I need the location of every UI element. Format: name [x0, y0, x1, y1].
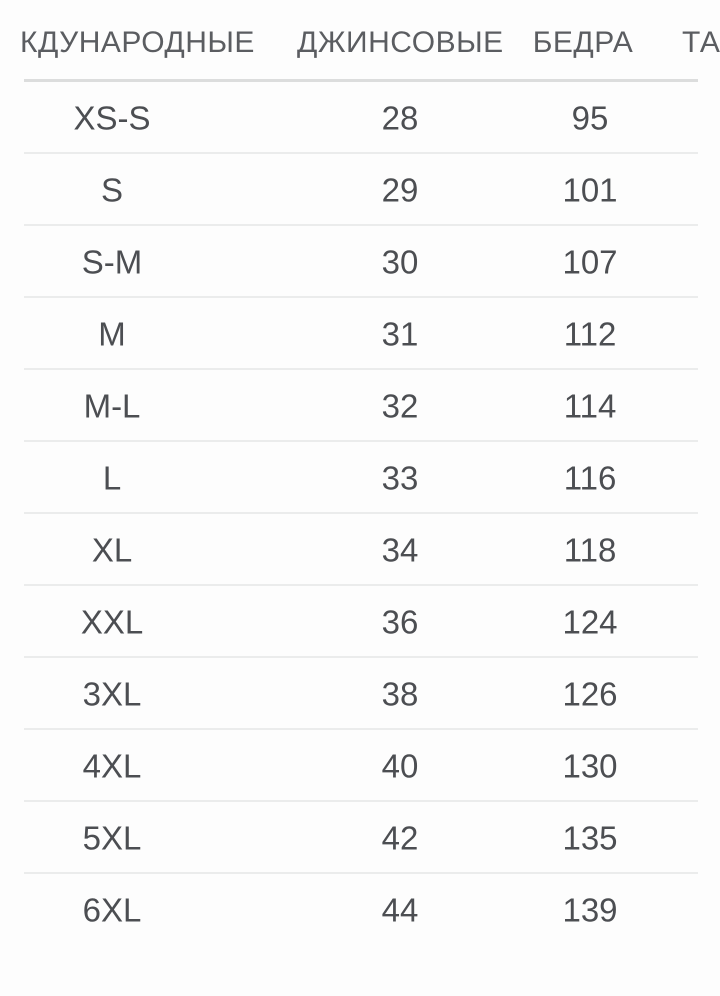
cell-size: M-L: [83, 387, 141, 425]
cell-jeans: 32: [381, 387, 419, 425]
cell-hips: 118: [563, 531, 617, 569]
cell-hips: 112: [563, 315, 617, 353]
cell-size: 5XL: [82, 819, 142, 857]
cell-size: XS-S: [73, 99, 151, 137]
cell-size: 3XL: [82, 675, 142, 713]
cell-size: M: [98, 315, 126, 353]
cell-hips: 114: [563, 387, 617, 425]
cell-hips: 135: [562, 819, 618, 857]
table-row: 4XL 40 130: [0, 730, 720, 802]
table-row: M-L 32 114: [0, 370, 720, 442]
cell-size: 4XL: [82, 747, 142, 785]
cell-hips: 101: [562, 171, 618, 209]
cell-size: XXL: [80, 603, 144, 641]
cell-jeans: 44: [381, 891, 419, 929]
table-row: S-M 30 107: [0, 226, 720, 298]
table-row: XXL 36 124: [0, 586, 720, 658]
cell-hips: 139: [562, 891, 618, 929]
cell-hips: 126: [562, 675, 618, 713]
cell-jeans: 30: [381, 243, 419, 281]
cell-hips: 130: [562, 747, 618, 785]
cell-size: XL: [91, 531, 133, 569]
table-row: 3XL 38 126: [0, 658, 720, 730]
cell-size: S: [100, 171, 123, 209]
cell-jeans: 28: [381, 99, 419, 137]
cell-hips: 95: [571, 99, 609, 137]
table-row: M 31 112: [0, 298, 720, 370]
cell-hips: 124: [562, 603, 618, 641]
cell-size: S-M: [81, 243, 143, 281]
cell-size: L: [102, 459, 122, 497]
size-table-header-row: КДУНАРОДНЫЕ ДЖИНСОВЫЕ БЕДРА ТА: [0, 0, 720, 82]
column-header-international: КДУНАРОДНЫЕ: [20, 25, 255, 59]
cell-jeans: 36: [381, 603, 419, 641]
cell-jeans: 42: [381, 819, 419, 857]
table-row: XS-S 28 95: [0, 82, 720, 154]
table-row: 6XL 44 139: [0, 874, 720, 946]
cell-hips: 107: [562, 243, 618, 281]
column-header-waist-truncated: ТА: [682, 25, 720, 59]
cell-jeans: 38: [381, 675, 419, 713]
cell-jeans: 31: [381, 315, 419, 353]
column-header-hips: БЕДРА: [532, 25, 634, 59]
cell-size: 6XL: [82, 891, 142, 929]
column-header-jeans: ДЖИНСОВЫЕ: [297, 25, 504, 59]
cell-jeans: 33: [381, 459, 419, 497]
cell-jeans: 29: [381, 171, 419, 209]
cell-jeans: 34: [381, 531, 419, 569]
table-row: 5XL 42 135: [0, 802, 720, 874]
cell-jeans: 40: [381, 747, 419, 785]
table-row: S 29 101: [0, 154, 720, 226]
table-row: XL 34 118: [0, 514, 720, 586]
table-row: L 33 116: [0, 442, 720, 514]
cell-hips: 116: [563, 459, 617, 497]
